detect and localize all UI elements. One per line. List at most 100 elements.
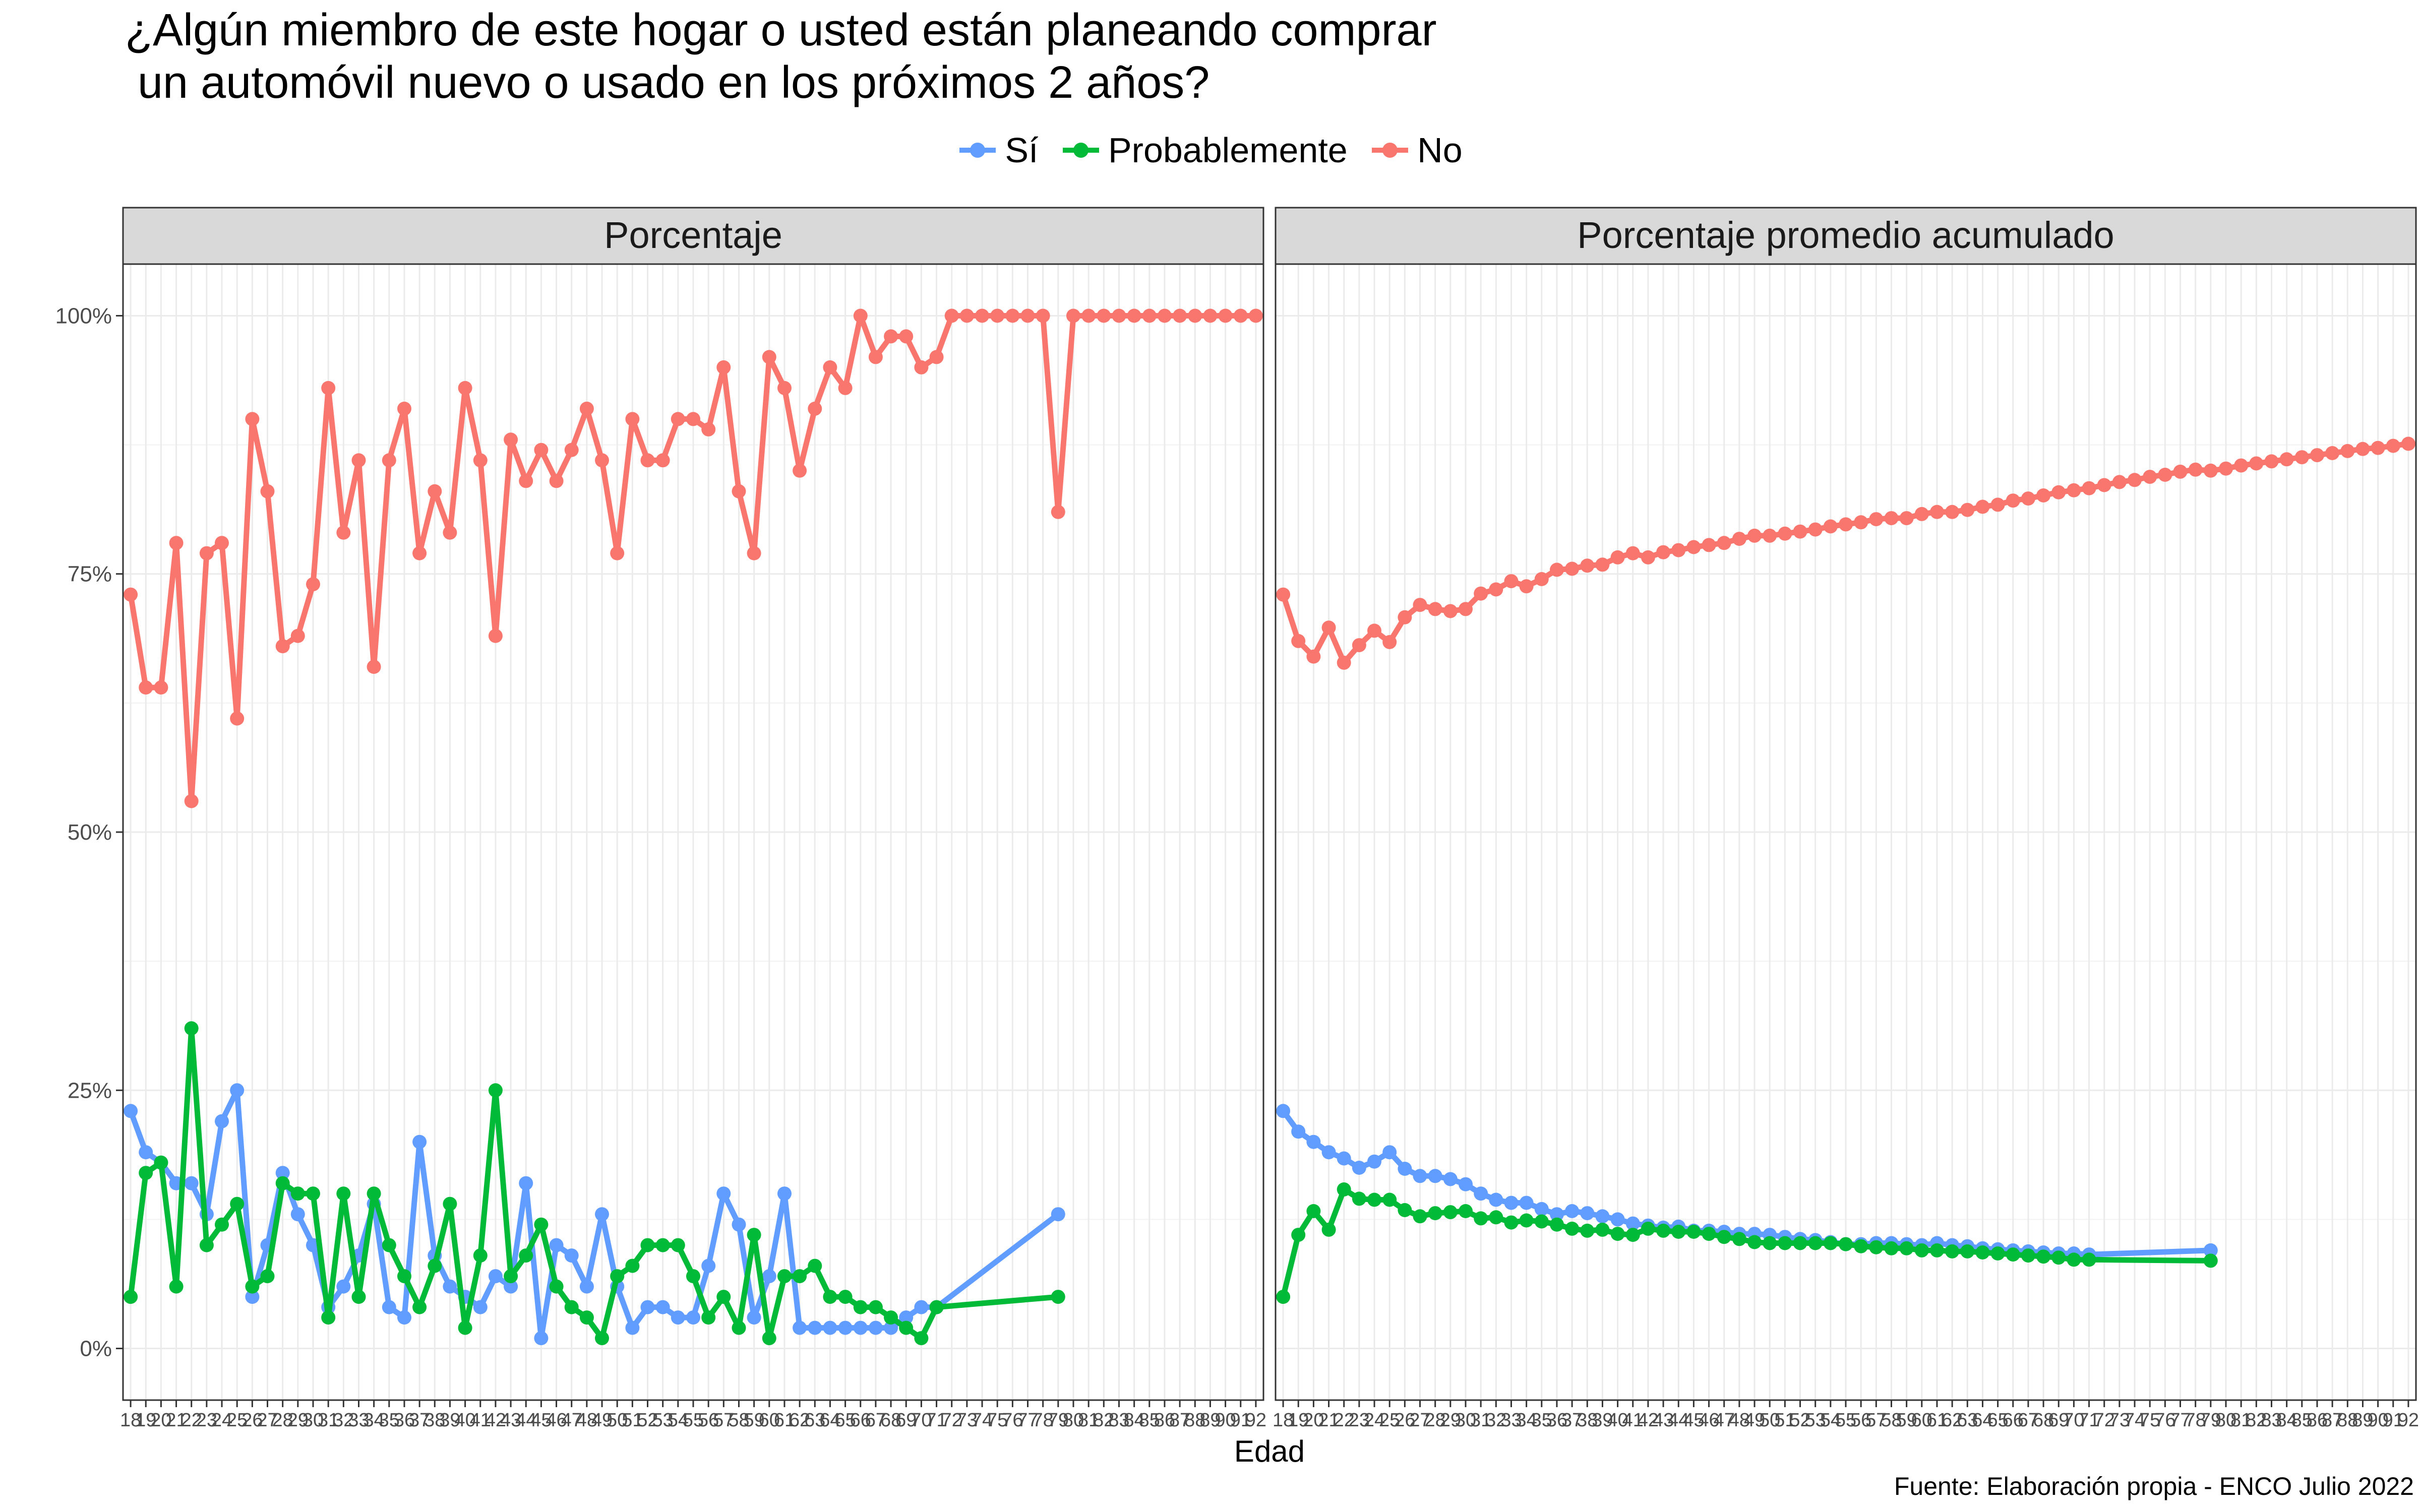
x-tick-label: 41 — [470, 1410, 491, 1431]
data-point — [899, 1310, 914, 1325]
x-tick-label: 84 — [1123, 1410, 1144, 1431]
legend-label-probablemente: Probablemente — [1108, 131, 1348, 170]
x-tick-label: 72 — [2094, 1410, 2115, 1431]
x-tick-label: 56 — [1850, 1410, 1871, 1431]
data-point — [625, 412, 640, 426]
x-tick-label: 58 — [728, 1410, 749, 1431]
data-point — [2279, 452, 2294, 467]
data-point — [336, 1186, 351, 1201]
data-point — [1306, 1204, 1321, 1218]
x-tick-label: 85 — [1139, 1410, 1160, 1431]
x-tick-label: 37 — [1561, 1410, 1583, 1431]
data-point — [1474, 586, 1488, 601]
x-tick-label: 43 — [500, 1410, 521, 1431]
data-point — [199, 1238, 214, 1252]
x-tick-label: 39 — [1592, 1410, 1613, 1431]
data-point — [2371, 440, 2385, 455]
data-point — [443, 1279, 457, 1294]
legend-key-si — [959, 143, 996, 158]
data-point — [1930, 1243, 1944, 1257]
data-point — [1428, 602, 1442, 616]
data-point — [747, 1228, 761, 1242]
data-point — [2128, 473, 2142, 487]
x-tick-label: 22 — [181, 1410, 202, 1431]
x-tick-label: 29 — [1440, 1410, 1461, 1431]
data-point — [914, 360, 929, 374]
data-point — [671, 1310, 685, 1325]
legend-key-probablemente — [1062, 143, 1099, 158]
x-tick-label: 69 — [895, 1410, 917, 1431]
data-point — [1127, 308, 1141, 323]
data-point — [1112, 308, 1126, 323]
data-point — [2067, 1252, 2081, 1267]
data-point — [2112, 475, 2127, 489]
data-point — [1717, 1230, 1731, 1244]
data-point — [534, 1331, 549, 1346]
data-point — [1990, 497, 2005, 512]
data-point — [1291, 1124, 1306, 1139]
panel-porcentaje-promedio-acumulado-series-probablemente — [1276, 1182, 2218, 1304]
x-tick-label: 31 — [318, 1410, 339, 1431]
x-tick-label: 25 — [1379, 1410, 1400, 1431]
data-point — [2021, 1248, 2035, 1263]
data-point — [2082, 1252, 2096, 1267]
data-point — [549, 1279, 564, 1294]
data-point — [1580, 1223, 1595, 1238]
legend-key-no — [1372, 143, 1409, 158]
x-tick-label: 43 — [1653, 1410, 1674, 1431]
x-tick-label: 41 — [1622, 1410, 1644, 1431]
legend: Sí Probablemente No — [0, 130, 2420, 170]
data-point — [1899, 1241, 1914, 1255]
data-point — [716, 360, 731, 374]
data-point — [519, 1248, 533, 1263]
data-point — [1428, 1169, 1442, 1183]
data-point — [1595, 1209, 1610, 1224]
data-point — [1291, 1228, 1306, 1242]
data-point — [1747, 528, 1762, 543]
data-point — [504, 432, 518, 447]
data-point — [1580, 1206, 1595, 1221]
data-point — [579, 401, 594, 416]
data-point — [458, 1320, 472, 1335]
data-point — [1702, 1227, 1716, 1241]
data-point — [1975, 499, 1990, 514]
x-tick-label: 69 — [2048, 1410, 2069, 1431]
data-point — [1839, 517, 1853, 532]
data-point — [139, 1166, 153, 1180]
data-point — [1671, 1225, 1686, 1239]
x-tick-label: 90 — [1215, 1410, 1236, 1431]
data-point — [1173, 308, 1187, 323]
x-tick-label: 61 — [1926, 1410, 1948, 1431]
y-tick-label: 50% — [68, 820, 112, 845]
data-point — [2173, 464, 2188, 479]
x-tick-label: 48 — [576, 1410, 597, 1431]
chart-title: ¿Algún miembro de este hogar o usted est… — [125, 5, 1437, 108]
data-point — [1398, 610, 1412, 624]
x-tick-label: 62 — [1942, 1410, 1963, 1431]
data-point — [975, 308, 989, 323]
data-point — [351, 1290, 366, 1304]
panel-porcentaje-strip — [122, 207, 1264, 265]
data-point — [1382, 1145, 1397, 1160]
x-tick-label: 28 — [1425, 1410, 1446, 1431]
x-tick-label: 82 — [1093, 1410, 1114, 1431]
data-point — [1717, 536, 1731, 550]
data-point — [1337, 1182, 1351, 1196]
legend-label-si: Sí — [1005, 131, 1039, 170]
x-tick-label: 33 — [1500, 1410, 1522, 1431]
data-point — [1565, 1221, 1580, 1236]
x-tick-label: 88 — [2337, 1410, 2358, 1431]
x-tick-label: 74 — [2124, 1410, 2145, 1431]
data-point — [1321, 1222, 1336, 1237]
data-point — [1321, 620, 1336, 635]
data-point — [1732, 532, 1746, 546]
x-tick-label: 64 — [1972, 1410, 1993, 1431]
data-point — [1367, 1154, 1381, 1169]
data-point — [1519, 579, 1534, 594]
x-tick-label: 45 — [530, 1410, 552, 1431]
data-point — [1443, 604, 1458, 618]
x-tick-label: 40 — [454, 1410, 475, 1431]
x-tick-label: 38 — [424, 1410, 445, 1431]
x-tick-label: 20 — [1303, 1410, 1324, 1431]
data-point — [1808, 522, 1823, 537]
